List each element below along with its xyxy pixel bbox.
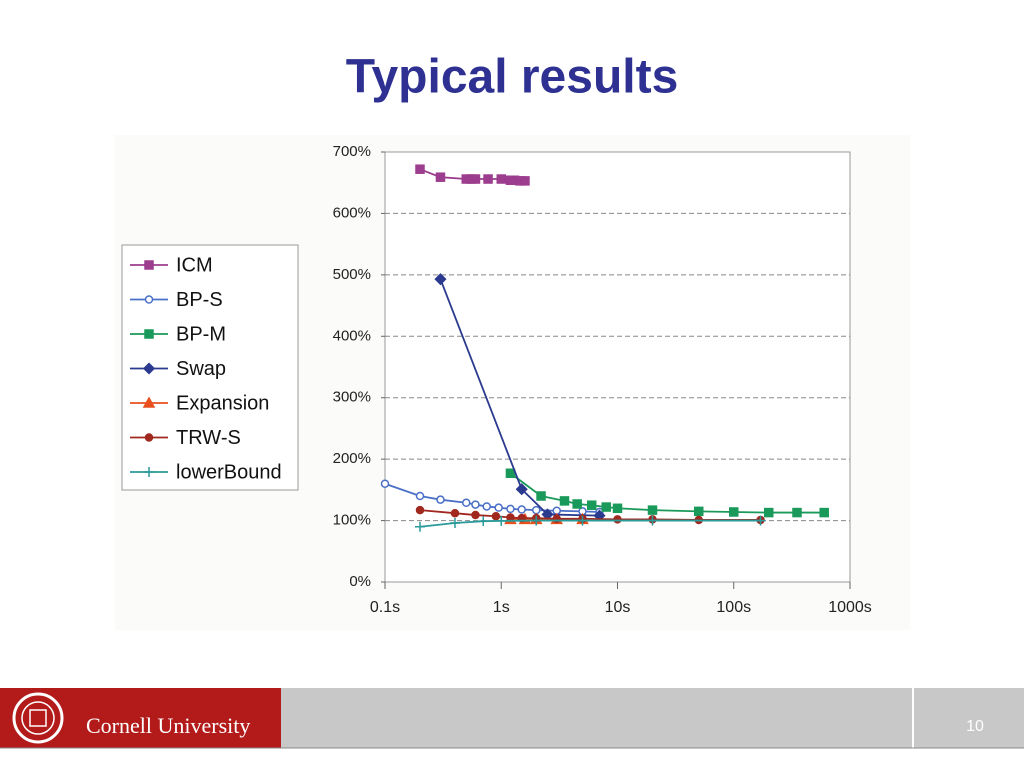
legend-marker [144,467,154,477]
marker [763,507,774,518]
legend-marker [144,295,154,304]
marker [482,502,491,511]
marker [470,174,481,184]
marker [819,507,829,518]
marker [536,491,546,501]
legend-marker [144,260,154,270]
marker [434,273,447,286]
footer-text: Cornell University [86,713,250,738]
marker [471,510,480,520]
marker [496,174,506,184]
seal [12,692,64,744]
legend-label: BP-M [176,323,226,345]
marker [436,495,445,504]
y-tick-label: 500% [333,266,371,283]
y-tick-label: 300% [333,389,371,406]
marker [531,515,542,526]
seal-shield [29,709,47,727]
plot: 0% 100% 200% 300% 400% 500% 600% 700% 0.1s 1s 10s 1… [130,143,872,616]
marker [494,503,503,512]
y-tick-label: 100% [333,512,371,529]
marker [755,515,766,526]
legend-label: BP-S [176,289,223,311]
marker [415,164,425,174]
marker [612,503,623,514]
legend-label: ICM [176,254,213,276]
marker [515,483,528,496]
marker [450,508,460,518]
y-tick-label: 0% [349,573,371,590]
marker [559,496,570,506]
x-tick-label: 1000s [828,599,872,616]
marker [415,491,425,501]
y-tick-label: 700% [333,143,371,160]
marker [586,500,597,510]
marker [471,500,480,509]
seal-inner [21,701,55,735]
marker [496,515,507,526]
marker [380,479,390,488]
marker [694,506,704,517]
marker [483,174,493,184]
x-tick-label: 10s [605,599,631,616]
footer-bar [281,688,1024,748]
page-number: 10 [966,718,984,735]
marker [647,515,658,526]
y-tick-label: 200% [333,450,371,467]
legend-label: lowerBound [176,461,282,483]
marker [520,176,530,186]
marker [449,518,460,529]
marker [613,515,622,524]
marker [729,507,739,517]
marker [462,498,471,508]
legend-label: TRW-S [176,427,241,449]
marker [491,512,501,521]
x-tick-label: 1s [493,599,510,616]
x-tick-label: 0.1s [370,599,400,616]
marker [414,521,425,532]
series-line [439,278,600,517]
marker [577,515,588,526]
legend-label: Expansion [176,392,269,414]
marker [506,504,515,514]
marker [647,505,658,515]
marker [792,507,802,518]
marker [601,502,611,512]
legend-marker [142,396,156,408]
footer-logo-bg [0,688,281,748]
legend-marker [144,433,154,442]
marker [505,468,516,479]
marker [415,505,425,515]
legend-marker [142,362,156,375]
marker [572,499,582,509]
marker [531,505,541,515]
slide-title: Typical results [346,51,679,104]
legend-marker [144,329,154,339]
y-tick-label: 400% [333,327,371,344]
marker [517,505,526,514]
marker [435,172,446,182]
marker [478,516,489,527]
y-tick-label: 600% [333,204,371,221]
legend-label: Swap [176,358,226,380]
x-tick-label: 100s [716,599,751,616]
